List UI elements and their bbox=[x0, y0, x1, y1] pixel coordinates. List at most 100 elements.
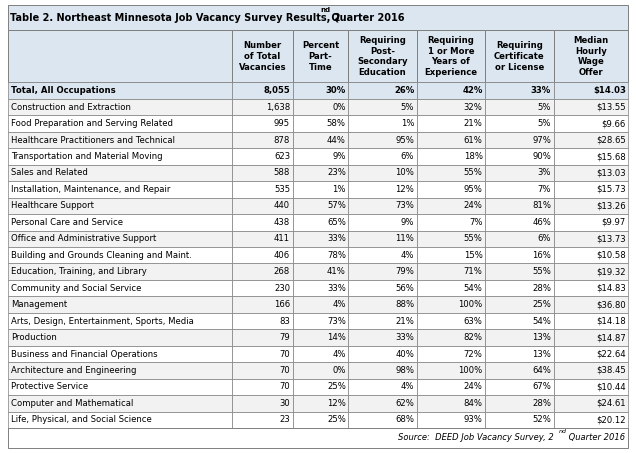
Text: 54%: 54% bbox=[464, 284, 483, 293]
Bar bbox=[553, 214, 628, 231]
Bar bbox=[233, 82, 293, 99]
Bar bbox=[553, 116, 628, 132]
Bar bbox=[233, 412, 293, 428]
Text: Protective Service: Protective Service bbox=[11, 382, 88, 391]
Bar bbox=[485, 116, 553, 132]
Bar bbox=[8, 412, 233, 428]
Bar bbox=[553, 395, 628, 412]
Bar bbox=[417, 395, 485, 412]
Bar bbox=[8, 82, 233, 99]
Text: $13.03: $13.03 bbox=[596, 169, 626, 178]
Bar bbox=[553, 247, 628, 264]
Bar bbox=[417, 231, 485, 247]
Bar bbox=[8, 148, 233, 165]
Bar bbox=[349, 198, 417, 214]
Text: Number
of Total
Vacancies: Number of Total Vacancies bbox=[238, 41, 286, 72]
Text: 25%: 25% bbox=[327, 415, 346, 424]
Bar bbox=[233, 116, 293, 132]
Bar bbox=[293, 280, 349, 296]
Bar bbox=[293, 247, 349, 264]
Text: 28%: 28% bbox=[532, 284, 551, 293]
Bar bbox=[233, 181, 293, 198]
Bar bbox=[233, 329, 293, 346]
Text: Total, All Occupations: Total, All Occupations bbox=[11, 86, 116, 95]
Bar bbox=[293, 30, 349, 82]
Bar bbox=[8, 5, 628, 30]
Text: 18%: 18% bbox=[464, 152, 483, 161]
Text: 4%: 4% bbox=[333, 300, 346, 309]
Bar bbox=[293, 132, 349, 148]
Bar bbox=[485, 346, 553, 362]
Text: Community and Social Service: Community and Social Service bbox=[11, 284, 141, 293]
Text: 79%: 79% bbox=[396, 267, 414, 276]
Bar bbox=[349, 280, 417, 296]
Bar bbox=[485, 329, 553, 346]
Bar bbox=[293, 346, 349, 362]
Text: 21%: 21% bbox=[396, 317, 414, 326]
Bar bbox=[553, 165, 628, 181]
Text: $15.73: $15.73 bbox=[596, 185, 626, 194]
Text: 70: 70 bbox=[279, 382, 290, 391]
Bar bbox=[417, 329, 485, 346]
Bar bbox=[417, 412, 485, 428]
Text: Architecture and Engineering: Architecture and Engineering bbox=[11, 366, 136, 375]
Text: 30%: 30% bbox=[326, 86, 346, 95]
Text: $20.12: $20.12 bbox=[596, 415, 626, 424]
Text: 67%: 67% bbox=[532, 382, 551, 391]
Text: 9%: 9% bbox=[401, 218, 414, 227]
Bar bbox=[293, 99, 349, 116]
Bar bbox=[349, 329, 417, 346]
Bar bbox=[233, 395, 293, 412]
Bar bbox=[485, 165, 553, 181]
Text: 95%: 95% bbox=[464, 185, 483, 194]
Bar bbox=[553, 231, 628, 247]
Text: $22.64: $22.64 bbox=[596, 350, 626, 358]
Text: 7%: 7% bbox=[537, 185, 551, 194]
Text: 411: 411 bbox=[274, 234, 290, 243]
Text: Personal Care and Service: Personal Care and Service bbox=[11, 218, 123, 227]
Bar bbox=[8, 428, 628, 448]
Text: $10.44: $10.44 bbox=[596, 382, 626, 391]
Text: 72%: 72% bbox=[464, 350, 483, 358]
Bar bbox=[485, 412, 553, 428]
Bar bbox=[553, 30, 628, 82]
Text: 406: 406 bbox=[274, 251, 290, 260]
Text: $9.66: $9.66 bbox=[602, 119, 626, 128]
Text: 61%: 61% bbox=[464, 135, 483, 145]
Text: $24.61: $24.61 bbox=[596, 399, 626, 408]
Bar bbox=[417, 313, 485, 329]
Text: 878: 878 bbox=[273, 135, 290, 145]
Text: 44%: 44% bbox=[327, 135, 346, 145]
Text: 30: 30 bbox=[279, 399, 290, 408]
Bar bbox=[485, 181, 553, 198]
Text: 7%: 7% bbox=[469, 218, 483, 227]
Bar bbox=[8, 362, 233, 379]
Text: 25%: 25% bbox=[327, 382, 346, 391]
Bar bbox=[293, 379, 349, 395]
Text: 70: 70 bbox=[279, 350, 290, 358]
Bar bbox=[233, 379, 293, 395]
Text: $36.80: $36.80 bbox=[596, 300, 626, 309]
Bar bbox=[349, 231, 417, 247]
Bar bbox=[293, 412, 349, 428]
Bar bbox=[8, 329, 233, 346]
Text: Installation, Maintenance, and Repair: Installation, Maintenance, and Repair bbox=[11, 185, 170, 194]
Text: $9.97: $9.97 bbox=[602, 218, 626, 227]
Bar bbox=[349, 247, 417, 264]
Bar bbox=[293, 82, 349, 99]
Text: 4%: 4% bbox=[401, 382, 414, 391]
Text: 6%: 6% bbox=[537, 234, 551, 243]
Text: 24%: 24% bbox=[464, 202, 483, 210]
Bar bbox=[8, 379, 233, 395]
Text: 57%: 57% bbox=[327, 202, 346, 210]
Text: $13.26: $13.26 bbox=[596, 202, 626, 210]
Text: Food Preparation and Serving Related: Food Preparation and Serving Related bbox=[11, 119, 173, 128]
Bar bbox=[8, 132, 233, 148]
Text: 440: 440 bbox=[274, 202, 290, 210]
Bar bbox=[553, 264, 628, 280]
Bar bbox=[553, 132, 628, 148]
Text: 98%: 98% bbox=[395, 366, 414, 375]
Text: Requiring
Post-
Secondary
Education: Requiring Post- Secondary Education bbox=[357, 36, 408, 77]
Bar bbox=[233, 99, 293, 116]
Bar bbox=[485, 264, 553, 280]
